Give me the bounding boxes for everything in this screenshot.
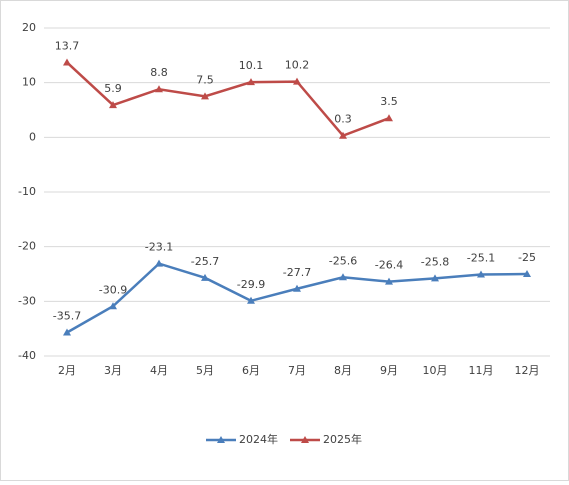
data-label: 10.2 [285, 59, 310, 72]
point-marker [109, 101, 117, 109]
point-marker [155, 259, 163, 267]
data-label: -23.1 [145, 241, 173, 254]
data-label: -25.8 [421, 255, 449, 268]
point-marker [431, 274, 439, 282]
point-marker [63, 58, 71, 66]
point-marker [385, 114, 393, 122]
x-tick-label: 4月 [150, 364, 168, 377]
data-label: 5.9 [104, 82, 122, 95]
point-marker [477, 270, 485, 278]
legend-label: 2024年 [239, 432, 278, 446]
point-marker [293, 77, 301, 85]
x-tick-label: 5月 [196, 364, 214, 377]
point-marker [201, 92, 209, 100]
series-line [66, 61, 390, 138]
y-tick-label: -30 [18, 294, 36, 307]
data-label: 10.1 [239, 59, 264, 72]
data-label: -25 [518, 251, 536, 264]
x-tick-label: 11月 [469, 364, 494, 377]
point-marker [247, 78, 255, 86]
data-label: -25.6 [329, 254, 357, 267]
data-label: -25.7 [191, 255, 219, 268]
y-tick-label: -10 [18, 185, 36, 198]
legend-marker [217, 436, 225, 443]
x-tick-label: 2月 [58, 364, 76, 377]
x-tick-label: 9月 [380, 364, 398, 377]
y-tick-label: -20 [18, 240, 36, 253]
data-label: -29.9 [237, 278, 265, 291]
x-tick-label: 12月 [515, 364, 540, 377]
y-tick-label: 0 [29, 130, 36, 143]
point-marker [247, 296, 255, 304]
point-marker [293, 284, 301, 292]
data-label: 0.3 [334, 113, 352, 126]
data-label: -26.4 [375, 259, 403, 272]
y-tick-label: 10 [22, 76, 36, 89]
point-marker [201, 273, 209, 281]
legend-label: 2025年 [323, 432, 362, 446]
point-marker [155, 85, 163, 93]
data-label: 13.7 [55, 39, 80, 52]
x-tick-label: 10月 [423, 364, 448, 377]
y-tick-label: 20 [22, 21, 36, 34]
x-tick-label: 3月 [104, 364, 122, 377]
data-label: -27.7 [283, 266, 311, 279]
data-label: -30.9 [99, 283, 127, 296]
x-tick-label: 7月 [288, 364, 306, 377]
data-label: -25.1 [467, 252, 495, 265]
point-marker [63, 328, 71, 336]
point-marker [385, 277, 393, 285]
data-label: 7.5 [196, 73, 214, 86]
data-label: 8.8 [150, 66, 168, 79]
point-marker [109, 302, 117, 310]
x-tick-label: 8月 [334, 364, 352, 377]
data-label: 3.5 [380, 95, 398, 108]
point-marker [339, 131, 347, 139]
point-marker [339, 273, 347, 281]
legend-marker [301, 436, 309, 443]
y-tick-label: -40 [18, 349, 36, 362]
data-label: -35.7 [53, 309, 81, 322]
point-marker [523, 270, 531, 277]
x-tick-label: 6月 [242, 364, 260, 377]
